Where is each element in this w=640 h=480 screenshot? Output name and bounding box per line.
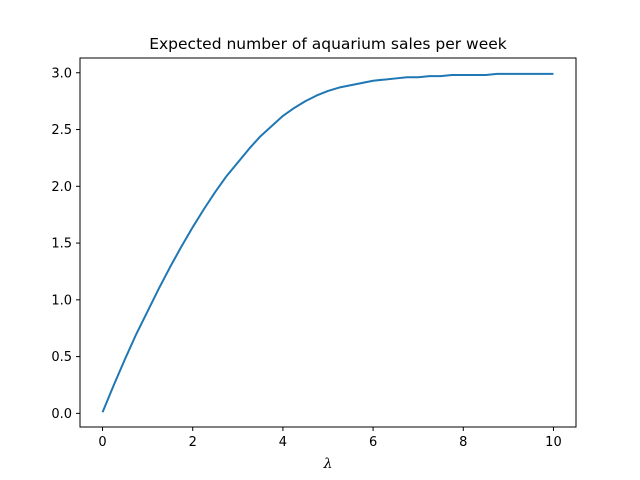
y-tick-label: 1.0 xyxy=(51,293,72,308)
x-tick-label: 2 xyxy=(189,435,197,450)
x-tick-label: 10 xyxy=(545,435,562,450)
y-tick-label: 0.0 xyxy=(51,407,72,422)
y-tick-label: 1.5 xyxy=(51,237,72,252)
series-layer xyxy=(101,72,554,413)
y-tick-label: 0.5 xyxy=(51,350,72,365)
ticks-layer: 0 2 4 6 8 10 0.0 0.5 1.0 1.5 2.0 2.5 3.0 xyxy=(51,66,561,450)
y-tick-label: 2.5 xyxy=(51,123,72,138)
x-tick-label: 0 xyxy=(98,435,106,450)
plot-frame xyxy=(79,57,577,428)
y-tick-label: 2.0 xyxy=(51,180,72,195)
x-tick-label: 4 xyxy=(279,435,287,450)
x-tick-label: 8 xyxy=(459,435,467,450)
x-axis-label: λ xyxy=(323,456,333,472)
x-tick-label: 6 xyxy=(369,435,377,450)
series-line xyxy=(101,72,554,413)
y-tick-label: 3.0 xyxy=(51,66,72,81)
chart-title: Expected number of aquarium sales per we… xyxy=(149,35,507,53)
